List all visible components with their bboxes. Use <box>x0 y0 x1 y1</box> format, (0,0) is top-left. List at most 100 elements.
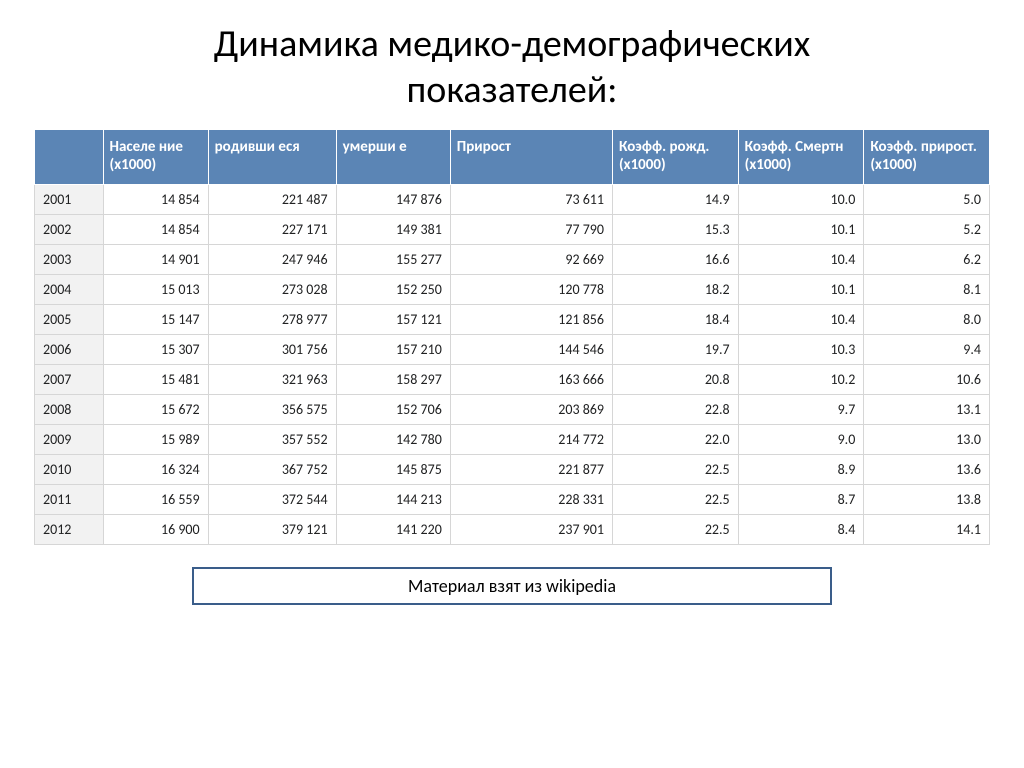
cell-value: 144 213 <box>336 485 450 515</box>
cell-value: 372 544 <box>208 485 336 515</box>
col-header-7: Коэфф. прирост. (х1000) <box>864 130 990 185</box>
cell-value: 14.9 <box>613 185 739 215</box>
table-row: 200615 307301 756157 210144 54619.710.39… <box>35 335 990 365</box>
cell-value: 221 877 <box>450 455 612 485</box>
cell-value: 14 854 <box>103 185 208 215</box>
cell-value: 73 611 <box>450 185 612 215</box>
cell-value: 8.9 <box>738 455 864 485</box>
cell-value: 8.1 <box>864 275 990 305</box>
cell-value: 214 772 <box>450 425 612 455</box>
table-body: 200114 854221 487147 87673 61114.910.05.… <box>35 185 990 545</box>
cell-value: 9.4 <box>864 335 990 365</box>
cell-value: 203 869 <box>450 395 612 425</box>
cell-year: 2012 <box>35 515 104 545</box>
cell-value: 10.1 <box>738 215 864 245</box>
cell-value: 16 324 <box>103 455 208 485</box>
data-table-container: Населе ние (х1000)родивши есяумерши еПри… <box>34 129 990 545</box>
table-row: 200815 672356 575152 706203 86922.89.713… <box>35 395 990 425</box>
cell-value: 15 307 <box>103 335 208 365</box>
table-row: 200214 854227 171149 38177 79015.310.15.… <box>35 215 990 245</box>
cell-value: 15 013 <box>103 275 208 305</box>
cell-value: 13.8 <box>864 485 990 515</box>
cell-value: 20.8 <box>613 365 739 395</box>
cell-value: 157 121 <box>336 305 450 335</box>
cell-value: 14.1 <box>864 515 990 545</box>
cell-year: 2009 <box>35 425 104 455</box>
cell-value: 15 147 <box>103 305 208 335</box>
slide-title: Динамика медико-демографических показате… <box>0 0 1024 113</box>
table-row: 200715 481321 963158 297163 66620.810.21… <box>35 365 990 395</box>
col-header-1: Населе ние (х1000) <box>103 130 208 185</box>
cell-value: 157 210 <box>336 335 450 365</box>
cell-value: 301 756 <box>208 335 336 365</box>
cell-year: 2007 <box>35 365 104 395</box>
cell-value: 152 250 <box>336 275 450 305</box>
col-header-0 <box>35 130 104 185</box>
cell-value: 8.7 <box>738 485 864 515</box>
cell-value: 152 706 <box>336 395 450 425</box>
cell-value: 14 901 <box>103 245 208 275</box>
cell-value: 15 989 <box>103 425 208 455</box>
slide: Динамика медико-демографических показате… <box>0 0 1024 768</box>
col-header-3: умерши е <box>336 130 450 185</box>
title-line-2: показателей: <box>407 67 618 113</box>
cell-value: 13.6 <box>864 455 990 485</box>
cell-value: 142 780 <box>336 425 450 455</box>
cell-value: 18.2 <box>613 275 739 305</box>
cell-value: 92 669 <box>450 245 612 275</box>
cell-value: 273 028 <box>208 275 336 305</box>
demographics-table: Населе ние (х1000)родивши есяумерши еПри… <box>34 129 990 545</box>
cell-value: 77 790 <box>450 215 612 245</box>
cell-year: 2011 <box>35 485 104 515</box>
cell-value: 9.7 <box>738 395 864 425</box>
cell-value: 149 381 <box>336 215 450 245</box>
cell-value: 321 963 <box>208 365 336 395</box>
cell-value: 367 752 <box>208 455 336 485</box>
col-header-6: Коэфф. Смертн (х1000) <box>738 130 864 185</box>
table-row: 201216 900379 121141 220237 90122.58.414… <box>35 515 990 545</box>
table-row: 200915 989357 552142 780214 77222.09.013… <box>35 425 990 455</box>
cell-value: 8.4 <box>738 515 864 545</box>
cell-value: 10.4 <box>738 245 864 275</box>
cell-value: 10.2 <box>738 365 864 395</box>
col-header-2: родивши еся <box>208 130 336 185</box>
col-header-4: Прирост <box>450 130 612 185</box>
table-row: 200314 901247 946155 27792 66916.610.46.… <box>35 245 990 275</box>
cell-value: 16 559 <box>103 485 208 515</box>
cell-value: 147 876 <box>336 185 450 215</box>
table-header: Населе ние (х1000)родивши есяумерши еПри… <box>35 130 990 185</box>
cell-year: 2003 <box>35 245 104 275</box>
cell-value: 221 487 <box>208 185 336 215</box>
cell-year: 2005 <box>35 305 104 335</box>
cell-value: 9.0 <box>738 425 864 455</box>
cell-year: 2006 <box>35 335 104 365</box>
col-header-5: Коэфф. рожд. (х1000) <box>613 130 739 185</box>
cell-year: 2002 <box>35 215 104 245</box>
cell-value: 18.4 <box>613 305 739 335</box>
table-row: 200515 147278 977157 121121 85618.410.48… <box>35 305 990 335</box>
cell-value: 15 672 <box>103 395 208 425</box>
cell-value: 227 171 <box>208 215 336 245</box>
cell-year: 2010 <box>35 455 104 485</box>
cell-value: 15.3 <box>613 215 739 245</box>
title-line-1: Динамика медико-демографических <box>214 21 810 67</box>
cell-value: 19.7 <box>613 335 739 365</box>
cell-value: 8.0 <box>864 305 990 335</box>
cell-value: 10.6 <box>864 365 990 395</box>
cell-value: 145 875 <box>336 455 450 485</box>
table-row: 201116 559372 544144 213228 33122.58.713… <box>35 485 990 515</box>
cell-value: 13.1 <box>864 395 990 425</box>
cell-value: 22.5 <box>613 485 739 515</box>
cell-value: 278 977 <box>208 305 336 335</box>
cell-value: 121 856 <box>450 305 612 335</box>
cell-value: 5.2 <box>864 215 990 245</box>
cell-value: 144 546 <box>450 335 612 365</box>
cell-value: 15 481 <box>103 365 208 395</box>
cell-value: 379 121 <box>208 515 336 545</box>
cell-value: 237 901 <box>450 515 612 545</box>
cell-value: 10.1 <box>738 275 864 305</box>
table-row: 200415 013273 028152 250120 77818.210.18… <box>35 275 990 305</box>
cell-value: 5.0 <box>864 185 990 215</box>
cell-value: 22.8 <box>613 395 739 425</box>
cell-year: 2008 <box>35 395 104 425</box>
